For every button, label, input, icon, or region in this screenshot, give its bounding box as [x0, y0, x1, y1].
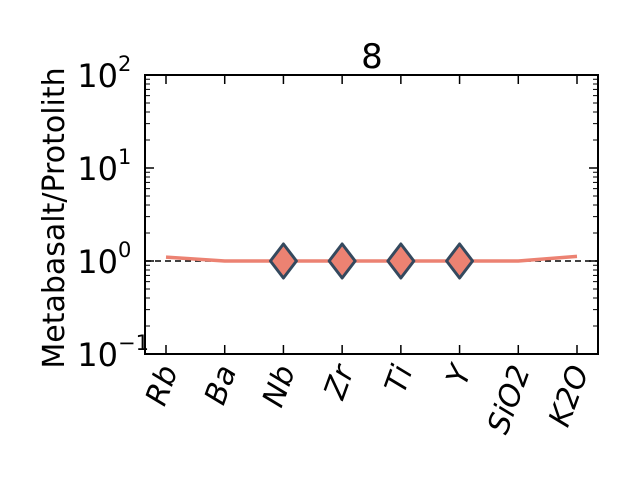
y-tick-label: 10 0 [77, 238, 131, 281]
chart-title: 8 [361, 37, 383, 77]
x-tick-label: Nb [256, 361, 303, 412]
x-tick-label: Ba [198, 361, 244, 410]
data-point-marker [386, 242, 416, 280]
x-tick-label: Ti [378, 360, 420, 398]
y-tick-base: 10 [77, 150, 118, 188]
y-tick-exponent: 1 [118, 145, 131, 169]
data-point-marker [327, 242, 357, 280]
x-tick-label: K2O [542, 361, 596, 432]
y-axis-label: Metabasalt/Protolith [37, 67, 72, 368]
y-tick-label: 10 1 [77, 145, 131, 188]
y-tick-exponent: 0 [118, 238, 131, 262]
y-tick-label: 10 2 [77, 52, 131, 95]
plot-frame [144, 74, 599, 355]
x-tick-label: Y [440, 358, 480, 390]
y-tick-base: 10 [77, 336, 118, 374]
x-tick-label: Zr [317, 359, 362, 404]
y-tick-base: 10 [77, 57, 118, 95]
y-tick-label: 10 −1 [77, 331, 149, 374]
y-tick-exponent: 2 [118, 52, 131, 76]
data-point-marker [268, 242, 298, 280]
y-tick-base: 10 [77, 243, 118, 281]
y-tick-exponent: −1 [118, 331, 149, 355]
data-point-marker [445, 242, 475, 280]
x-tick-label: Rb [139, 361, 186, 410]
series-line [165, 254, 578, 263]
x-tick-label: SiO2 [481, 361, 538, 439]
